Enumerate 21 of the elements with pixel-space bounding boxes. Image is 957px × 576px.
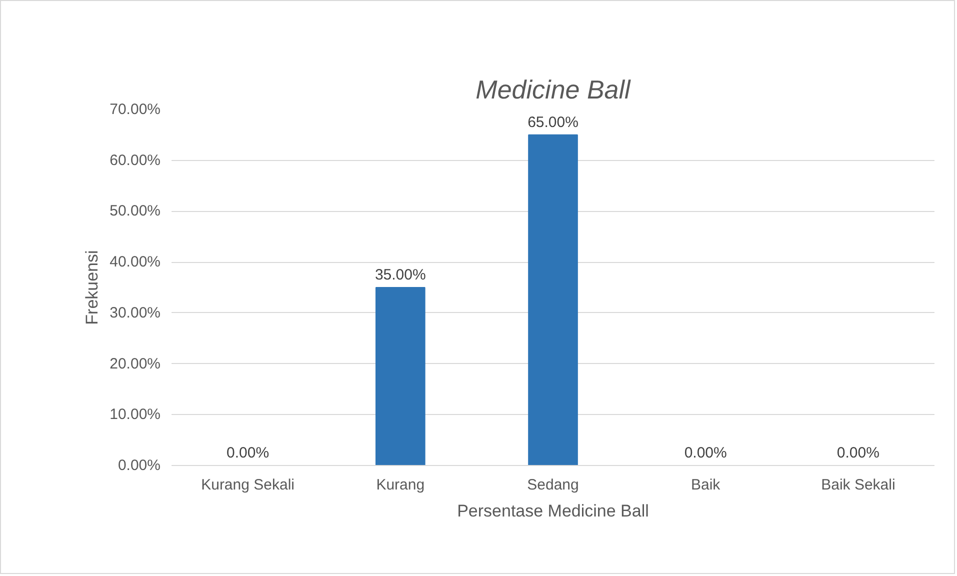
y-tick-label: 20.00% [110,355,160,372]
x-tick-label: Kurang [376,476,425,494]
x-tick-label: Kurang Sekali [201,476,295,494]
y-tick-label: 0.00% [118,457,161,474]
x-tick-label: Sedang [527,476,579,494]
data-label: 0.00% [836,444,880,462]
y-tick-label: 70.00% [110,101,160,118]
y-axis-title: Frekuensi [82,250,102,325]
x-tick-label: Baik [691,476,721,494]
data-label: 0.00% [226,444,270,462]
y-tick-label: 10.00% [110,406,160,424]
y-tick-label: 30.00% [110,304,160,322]
y-tick-label: 40.00% [110,254,160,271]
data-label: 65.00% [528,114,578,131]
x-axis-title: Persentase Medicine Ball [457,502,649,520]
data-label: 0.00% [684,444,727,462]
y-tick-label: 50.00% [110,202,160,220]
y-tick-label: 60.00% [110,152,160,169]
x-tick-label: Baik Sekali [821,476,896,494]
data-label: 35.00% [374,266,426,284]
chart-title: Medicine Ball [476,74,632,104]
